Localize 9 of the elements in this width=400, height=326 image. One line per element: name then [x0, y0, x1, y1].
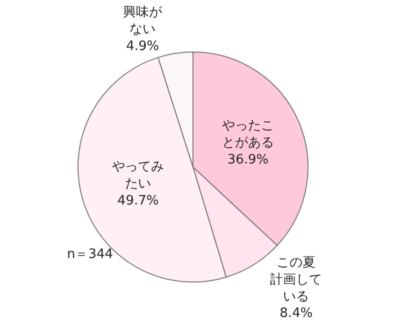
data-label: 8.4% — [280, 306, 313, 322]
slice-label: この夏計画している — [270, 255, 322, 304]
slice-label: やってみたい — [112, 160, 164, 192]
data-label: 49.7% — [117, 193, 159, 208]
slice-label: やったことがある — [222, 118, 274, 151]
data-label: 36.9% — [227, 152, 269, 168]
text: n＝344 — [67, 247, 114, 262]
slice-label: 興味がない — [123, 5, 164, 38]
data-label: 4.9% — [126, 38, 160, 54]
